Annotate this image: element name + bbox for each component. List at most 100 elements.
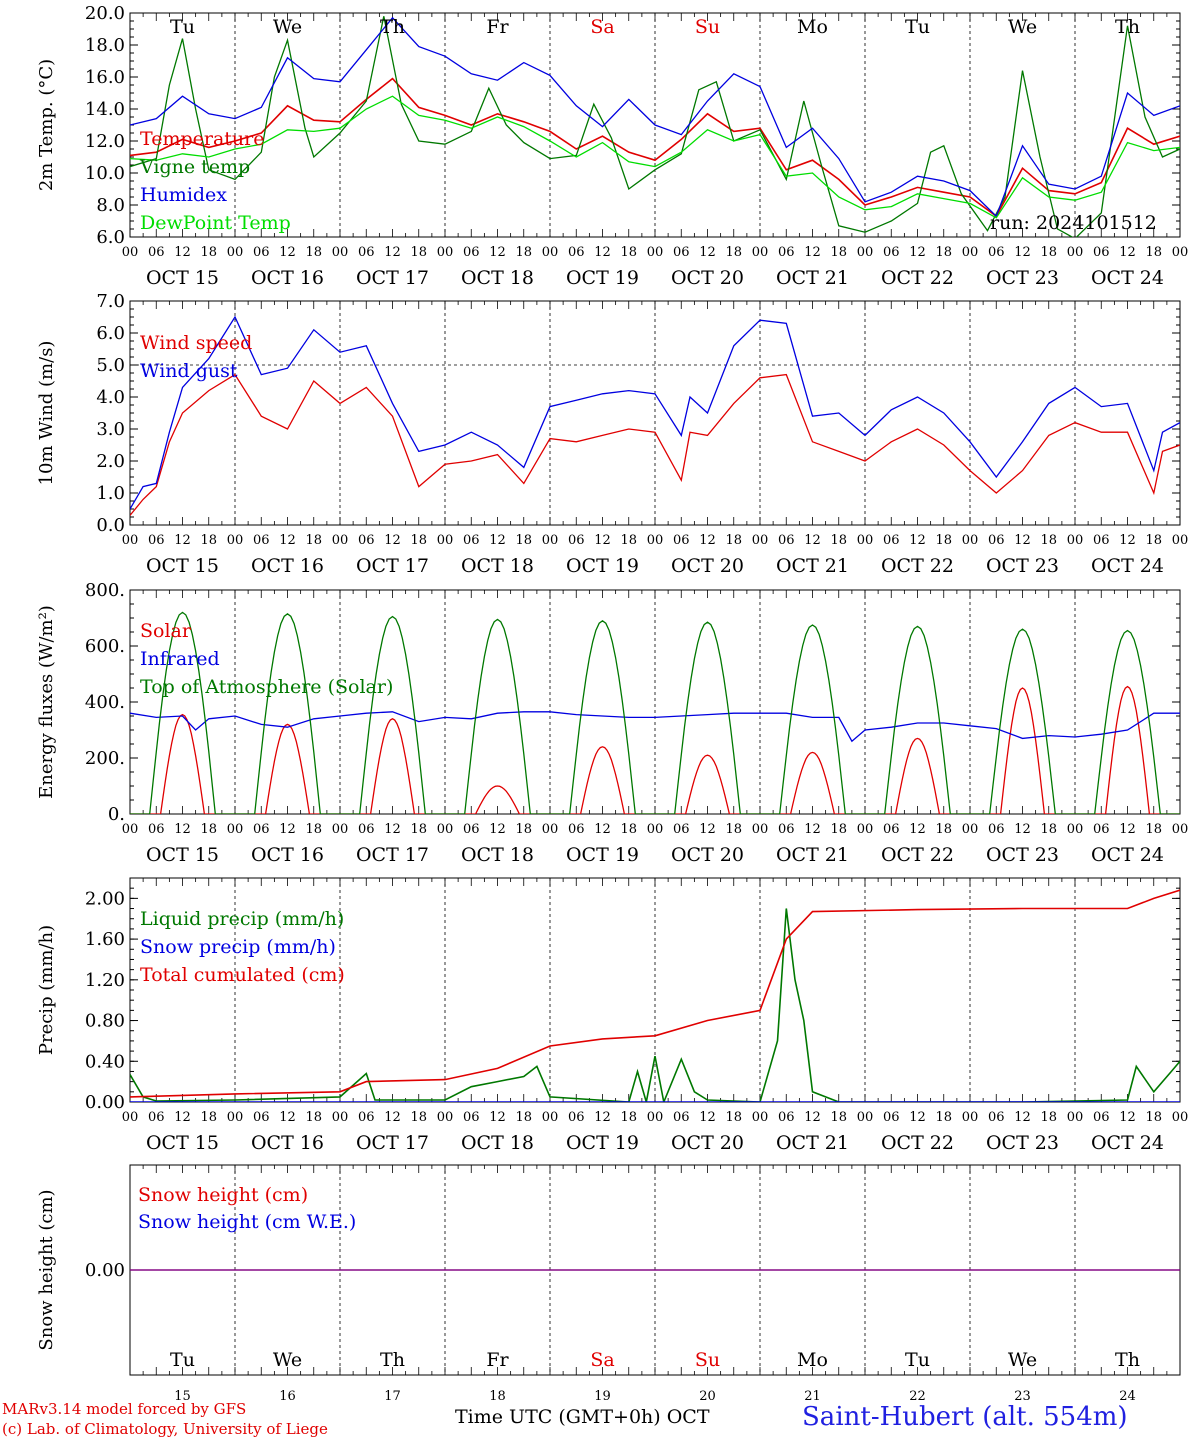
date-label: OCT 22 — [881, 1132, 954, 1154]
hour-tick-label: 18 — [935, 1110, 952, 1125]
day-label: Mo — [797, 16, 828, 38]
series-line-infrared — [130, 711, 1180, 743]
legend-entry: Wind speed — [140, 332, 252, 354]
hour-tick-label: 12 — [594, 533, 611, 548]
hour-tick-label: 12 — [384, 1110, 401, 1125]
date-label: OCT 15 — [146, 267, 219, 289]
y-tick-label: 2.00 — [85, 888, 125, 909]
hour-tick-label: 00 — [542, 822, 559, 837]
hour-tick-label: 00 — [1172, 1110, 1189, 1125]
hour-tick-label: 06 — [1093, 1110, 1110, 1125]
y-axis-label: Energy fluxes (W/m²) — [36, 605, 57, 799]
hour-tick-label: 06 — [463, 533, 480, 548]
date-label: OCT 23 — [986, 1132, 1059, 1154]
day-label: Th — [1115, 16, 1140, 38]
model-credit: MARv3.14 model forced by GFS — [2, 1400, 247, 1418]
legend-entry: Solar — [140, 620, 192, 642]
series-line-humidex — [130, 16, 1180, 218]
series-line-wind-gust — [130, 315, 1180, 510]
hour-tick-label: 06 — [673, 245, 690, 260]
y-tick-label: 10.0 — [85, 163, 125, 184]
hour-tick-label: 12 — [909, 822, 926, 837]
legend-entry: Vigne temp — [139, 156, 250, 178]
hour-tick-label: 06 — [673, 822, 690, 837]
hour-tick-label: 18 — [1040, 1110, 1057, 1125]
hour-tick-label: 06 — [253, 1110, 270, 1125]
hour-tick-label: 18 — [935, 533, 952, 548]
y-tick-label: 0.0 — [96, 515, 125, 536]
day-label: Tu — [905, 1349, 930, 1371]
hour-tick-label: 00 — [542, 245, 559, 260]
legend-entry: DewPoint Temp — [140, 212, 291, 234]
day-label: We — [273, 16, 302, 38]
hour-tick-label: 18 — [1145, 1110, 1162, 1125]
y-tick-label: 0.40 — [85, 1051, 125, 1072]
hour-tick-label: 12 — [384, 533, 401, 548]
date-label: OCT 24 — [1091, 555, 1164, 577]
hour-tick-label: 00 — [227, 533, 244, 548]
hour-tick-label: 12 — [1014, 533, 1031, 548]
date-label: OCT 15 — [146, 844, 219, 866]
hour-tick-label: 12 — [804, 245, 821, 260]
y-tick-label: 14.0 — [85, 99, 125, 120]
date-label: OCT 19 — [566, 267, 639, 289]
date-label: OCT 19 — [566, 1132, 639, 1154]
day-label: We — [273, 1349, 302, 1371]
hour-tick-label: 06 — [988, 245, 1005, 260]
day-number-label: 20 — [699, 1389, 716, 1404]
hour-tick-label: 12 — [699, 1110, 716, 1125]
hour-tick-label: 06 — [148, 822, 165, 837]
hour-tick-label: 00 — [1067, 822, 1084, 837]
hour-tick-label: 00 — [752, 822, 769, 837]
date-label: OCT 24 — [1091, 844, 1164, 866]
hour-tick-label: 06 — [358, 822, 375, 837]
hour-tick-label: 18 — [515, 822, 532, 837]
date-label: OCT 22 — [881, 267, 954, 289]
series-line-liquid-precip-mm-h- — [130, 908, 1180, 1102]
date-label: OCT 24 — [1091, 1132, 1164, 1154]
y-tick-label: 8.0 — [96, 195, 125, 216]
date-label: OCT 20 — [671, 267, 744, 289]
x-axis-title: Time UTC (GMT+0h) OCT — [455, 1406, 710, 1428]
hour-tick-label: 12 — [804, 533, 821, 548]
y-tick-label: 0.00 — [85, 1260, 125, 1281]
day-label: Su — [695, 1349, 720, 1371]
date-label: OCT 17 — [356, 267, 429, 289]
day-number-label: 22 — [909, 1389, 926, 1404]
hour-tick-label: 18 — [725, 245, 742, 260]
y-tick-label: 6.0 — [96, 227, 125, 248]
hour-tick-label: 18 — [830, 822, 847, 837]
legend-entry: Total cumulated (cm) — [140, 964, 345, 986]
hour-tick-label: 12 — [594, 1110, 611, 1125]
date-label: OCT 17 — [356, 1132, 429, 1154]
day-label: Mo — [797, 1349, 828, 1371]
hour-tick-label: 00 — [437, 822, 454, 837]
hour-tick-label: 12 — [594, 245, 611, 260]
hour-tick-label: 12 — [489, 533, 506, 548]
y-tick-label: 5.0 — [96, 355, 125, 376]
date-label: OCT 15 — [146, 1132, 219, 1154]
hour-tick-label: 06 — [1093, 822, 1110, 837]
hour-tick-label: 06 — [988, 533, 1005, 548]
series-line-wind-speed — [130, 373, 1180, 516]
panel-3 — [129, 589, 1181, 815]
hour-tick-label: 12 — [279, 245, 296, 260]
hour-tick-label: 06 — [148, 533, 165, 548]
hour-tick-label: 18 — [620, 533, 637, 548]
y-tick-label: 6.0 — [96, 323, 125, 344]
date-label: OCT 19 — [566, 555, 639, 577]
station-name: Saint-Hubert (alt. 554m) — [802, 1402, 1128, 1432]
hour-tick-label: 12 — [489, 822, 506, 837]
hour-tick-label: 00 — [122, 533, 139, 548]
hour-tick-label: 00 — [1067, 1110, 1084, 1125]
hour-tick-label: 00 — [857, 533, 874, 548]
hour-tick-label: 18 — [410, 245, 427, 260]
hour-tick-label: 18 — [515, 1110, 532, 1125]
hour-tick-label: 18 — [725, 1110, 742, 1125]
date-label: OCT 16 — [251, 844, 324, 866]
hour-tick-label: 06 — [883, 822, 900, 837]
panel-5 — [129, 1164, 1181, 1376]
hour-tick-label: 18 — [515, 245, 532, 260]
hour-tick-label: 06 — [253, 822, 270, 837]
hour-tick-label: 18 — [1040, 822, 1057, 837]
